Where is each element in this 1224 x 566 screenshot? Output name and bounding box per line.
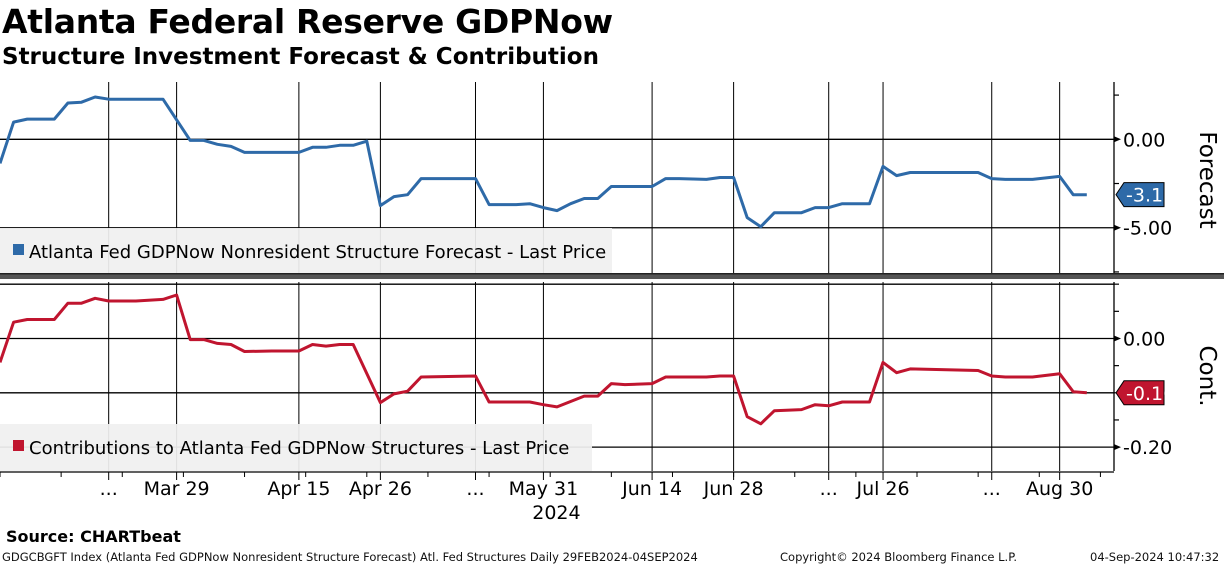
y-tick-label: -5.00 (1123, 218, 1172, 240)
legend-label: Atlanta Fed GDPNow Nonresident Structure… (29, 242, 606, 263)
x-tick-label: ... (820, 478, 838, 500)
x-tick-label: Aug 30 (1026, 478, 1093, 500)
index-description: GDGCBGFT Index (Atlanta Fed GDPNow Nonre… (2, 550, 698, 564)
x-tick-label: Jun 28 (703, 478, 764, 500)
y-tick-label: 0.00 (1123, 328, 1165, 350)
x-tick-label: Mar 29 (144, 478, 210, 500)
y-tick-arrow (1114, 335, 1121, 342)
series-line (0, 95, 1087, 229)
last-value-tag (1115, 182, 1165, 208)
legend-box (0, 228, 612, 273)
legend-swatch (13, 440, 24, 451)
x-tick-label: ... (983, 478, 1001, 500)
last-value-tag (1115, 380, 1165, 406)
x-tick-label: Jul 26 (855, 478, 909, 500)
legend-label: Contributions to Atlanta Fed GDPNow Stru… (29, 438, 569, 459)
x-tick-label: Jun 14 (621, 478, 682, 500)
y-axis-title: Cont. (1194, 345, 1220, 406)
x-tick-label: ... (100, 478, 118, 500)
last-value-label: -3.13 (1126, 185, 1175, 207)
panel-divider-edge (0, 273, 1224, 275)
x-year-label: 2024 (532, 502, 580, 520)
panel-contribution: Contributions to Atlanta Fed GDPNow Stru… (0, 282, 1220, 471)
y-tick-label: -0.20 (1123, 437, 1172, 459)
last-value-label: -0.10 (1126, 383, 1175, 405)
legend-swatch (13, 244, 24, 255)
timestamp: 04-Sep-2024 10:47:32 (1090, 550, 1220, 564)
y-tick-arrow (1114, 136, 1121, 143)
source-label: Source: CHARTbeat (6, 527, 181, 546)
chart-area: Atlanta Fed GDPNow Nonresident Structure… (0, 82, 1224, 520)
chart-subtitle: Structure Investment Forecast & Contribu… (2, 44, 599, 70)
x-tick-label: ... (466, 478, 484, 500)
panel-divider (0, 273, 1224, 279)
panel-forecast: Atlanta Fed GDPNow Nonresident Structure… (0, 82, 1220, 273)
x-tick-label: Apr 15 (267, 478, 330, 500)
y-axis-title: Forecast (1194, 131, 1220, 228)
legend-box (0, 424, 592, 471)
y-tick-label: 0.00 (1123, 129, 1165, 151)
y-tick-arrow (1114, 224, 1121, 231)
y-tick-arrow (1114, 444, 1121, 451)
copyright: Copyright© 2024 Bloomberg Finance L.P. (780, 550, 1017, 564)
x-tick-label: May 31 (509, 478, 579, 500)
x-tick-label: Apr 26 (349, 478, 412, 500)
chart-title: Atlanta Federal Reserve GDPNow (2, 2, 613, 41)
